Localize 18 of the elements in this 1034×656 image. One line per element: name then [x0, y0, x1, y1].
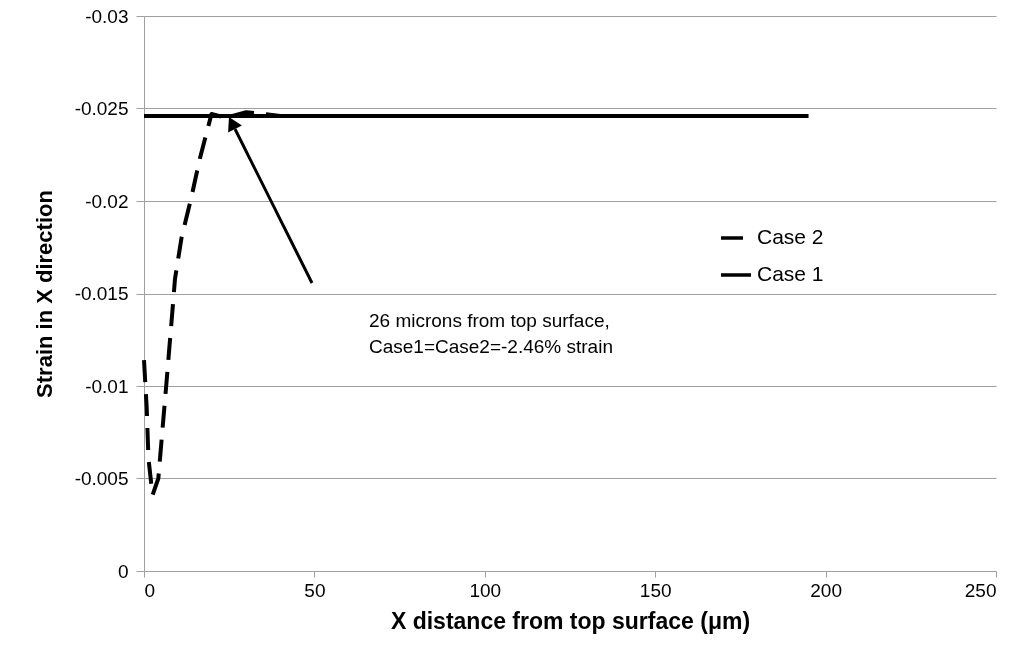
- y-tick-label: -0.025: [74, 98, 129, 119]
- x-tick-label: 50: [304, 579, 326, 601]
- x-tick-label: 150: [639, 579, 672, 601]
- y-axis-title: Strain in X direction: [31, 190, 57, 398]
- y-tick-label: -0.005: [74, 468, 129, 489]
- y-tick-label: -0.02: [85, 190, 129, 212]
- x-tick-label: 100: [469, 579, 502, 601]
- y-tick-label: -0.015: [74, 283, 129, 304]
- y-tick-label: -0.01: [85, 375, 129, 397]
- y-tick-label: 0: [117, 560, 129, 582]
- x-axis-title: X distance from top surface (μm): [390, 607, 751, 634]
- x-tick-label: 200: [810, 579, 842, 601]
- annotation: 26 microns from top surface, Case1=Case2=-2.46% strain: [369, 310, 613, 357]
- y-tick-label: -0.03: [85, 5, 129, 27]
- legend-label: Case 2: [757, 225, 824, 248]
- x-tick-label: 250: [964, 579, 997, 601]
- x-tick-label: 0: [144, 579, 156, 601]
- legend-label: Case 1: [757, 262, 824, 285]
